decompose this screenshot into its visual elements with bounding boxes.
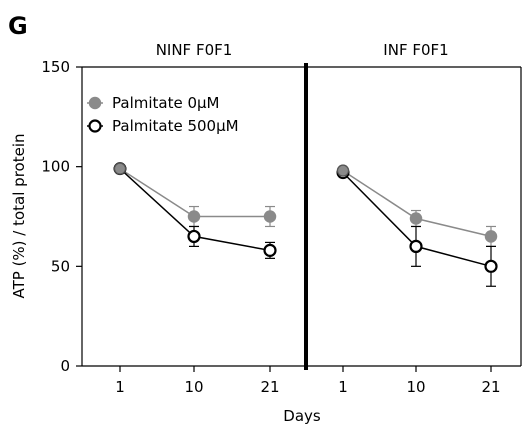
x-tick-label: 1 <box>115 378 125 396</box>
panel-titles: NINF F0F1 INF F0F1 <box>156 41 449 59</box>
x-tick-label: 21 <box>260 378 279 396</box>
series-line <box>119 168 270 218</box>
legend-marker <box>88 96 102 110</box>
x-tick-label: 10 <box>406 378 425 396</box>
data-point <box>336 164 350 177</box>
y-axis: 0 50 100 150 <box>41 58 82 375</box>
x-axis: 1 10 21 1 10 21 <box>115 366 501 396</box>
panel-title: NINF F0F1 <box>156 41 233 59</box>
y-tick-label: 100 <box>41 158 70 176</box>
y-tick-label: 150 <box>41 58 70 76</box>
panel-title: INF F0F1 <box>383 41 448 59</box>
data-point <box>484 259 498 273</box>
data-point <box>409 212 423 225</box>
x-tick-label: 21 <box>481 378 500 396</box>
panel-label: G <box>8 12 28 40</box>
legend: Palmitate 0μM Palmitate 500μM <box>87 94 239 135</box>
y-tick-label: 50 <box>51 257 70 275</box>
y-tick-label: 0 <box>60 357 70 375</box>
data-point <box>409 239 423 253</box>
data-point <box>263 243 277 257</box>
legend-label: Palmitate 500μM <box>112 117 239 135</box>
legend-marker <box>88 119 102 133</box>
data-point <box>113 162 127 175</box>
data-point <box>187 229 201 244</box>
data-point <box>187 210 201 223</box>
plot-series <box>113 162 498 287</box>
data-point <box>484 230 498 243</box>
x-tick-label: 1 <box>338 378 348 396</box>
x-tick-label: 10 <box>184 378 203 396</box>
y-axis-label: ATP (%) / total protein <box>10 133 28 298</box>
data-point <box>263 210 277 223</box>
legend-label: Palmitate 0μM <box>112 94 220 112</box>
x-axis-label: Days <box>283 407 321 425</box>
